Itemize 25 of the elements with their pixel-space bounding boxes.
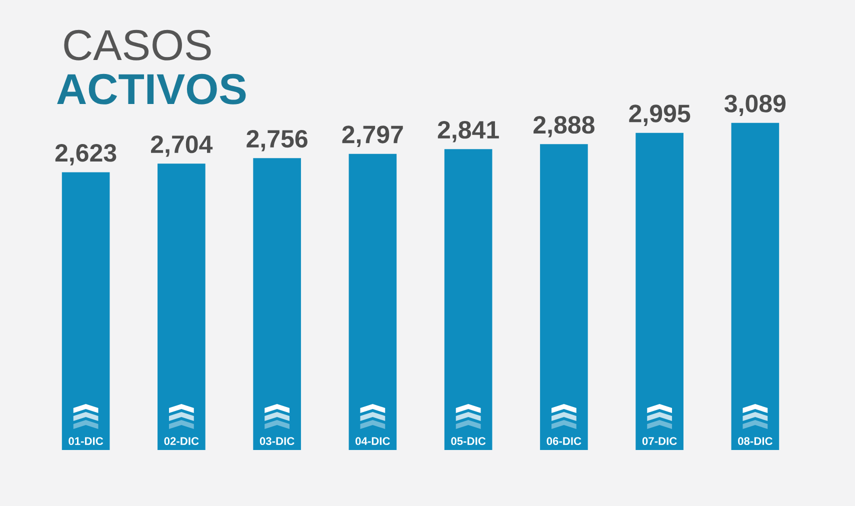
x-tick-label: 07-DIC (642, 437, 677, 446)
bar (62, 172, 110, 450)
bar (540, 144, 588, 450)
data-label: 3,089 (724, 94, 786, 116)
data-label: 2,704 (151, 135, 213, 157)
bar (158, 164, 206, 450)
x-tick-label: 01-DIC (68, 437, 104, 446)
bar (348, 154, 397, 450)
data-label: 2,841 (438, 120, 499, 142)
bar (731, 122, 780, 450)
x-tick-label: 03-DIC (260, 437, 294, 446)
data-label: 2,995 (629, 104, 690, 126)
bar (253, 158, 301, 450)
chart-title: CASOS ACTIVOS (57, 30, 246, 104)
x-tick-label: 04-DIC (356, 437, 390, 446)
data-label: 2,797 (342, 126, 403, 147)
x-tick-label: 02-DIC (164, 437, 199, 446)
x-tick-label: 06-DIC (546, 437, 582, 446)
bar (444, 149, 492, 450)
data-label: 2,623 (55, 144, 116, 166)
data-label: 2,888 (534, 116, 594, 138)
x-tick-label: 05-DIC (451, 437, 486, 446)
bar (636, 132, 684, 450)
data-label: 2,756 (246, 130, 308, 152)
x-tick-label: 08-DIC (738, 437, 772, 446)
